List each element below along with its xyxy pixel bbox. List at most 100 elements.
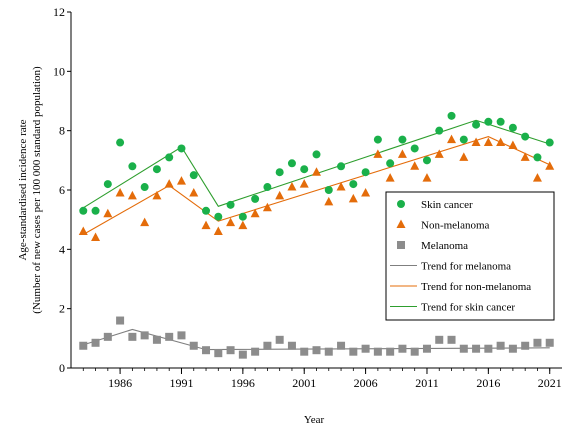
melanoma-point (214, 349, 223, 358)
skin-cancer-point (116, 138, 125, 147)
non-melanoma-point (287, 182, 297, 191)
melanoma-point (226, 346, 235, 355)
skin-cancer-point (324, 186, 333, 194)
melanoma-point (472, 344, 481, 353)
skin-cancer-point (275, 168, 284, 177)
non-melanoma-point (91, 232, 101, 241)
legend-label-trend-for-melanoma: Trend for melanoma (421, 261, 511, 273)
skin-cancer-point (140, 183, 149, 192)
non-melanoma-point (471, 137, 481, 147)
melanoma-point (79, 341, 88, 350)
non-melanoma-point (373, 149, 383, 158)
y-axis-title-line1: Age-standardised incidence rate (17, 119, 29, 260)
legend-label-melanoma: Melanoma (421, 240, 468, 252)
melanoma-point (189, 341, 198, 350)
skin-cancer-point (263, 183, 272, 192)
skin-cancer-point (202, 206, 211, 215)
non-melanoma-point (324, 196, 334, 206)
legend-label-non-melanoma: Non-melanoma (421, 220, 490, 232)
skin-cancer-point (508, 123, 517, 132)
melanoma-point (435, 335, 444, 344)
melanoma-point (202, 346, 211, 355)
non-melanoma-point (434, 149, 444, 158)
skin-cancer-point (496, 117, 505, 126)
skin-cancer-point (91, 206, 100, 215)
y-axis-title: Age-standardised incidence rate (Number … (17, 66, 43, 314)
legend-key-melanoma (397, 241, 405, 249)
non-melanoma-point (189, 187, 199, 197)
melanoma-point (349, 347, 358, 356)
trend-for-skin-cancer-line (82, 119, 550, 209)
melanoma-point (496, 341, 505, 350)
non-melanoma-point (262, 202, 272, 212)
melanoma-point (508, 344, 517, 353)
non-melanoma-point (213, 226, 223, 236)
melanoma-point (373, 347, 382, 356)
non-melanoma-point (410, 161, 420, 170)
non-melanoma-point (496, 137, 506, 147)
skin-cancer-point (472, 120, 481, 129)
non-melanoma-point (250, 208, 260, 218)
non-melanoma-point (103, 208, 113, 218)
non-melanoma-point (201, 220, 211, 230)
skin-cancer-point (312, 150, 321, 159)
skin-cancer-point (545, 138, 554, 147)
skin-cancer-point (79, 206, 88, 215)
y-tick-label: 10 (53, 64, 65, 78)
x-tick-label: 1996 (231, 376, 255, 390)
melanoma-point (422, 344, 431, 353)
axes (67, 11, 562, 374)
skin-cancer-point (386, 159, 395, 168)
melanoma-point (484, 344, 493, 353)
skin-cancer-point (337, 162, 346, 171)
melanoma-point (459, 344, 468, 353)
x-tick-label: 2011 (415, 376, 439, 390)
non-melanoma-point (447, 134, 457, 144)
non-melanoma-point (508, 140, 518, 149)
x-axis-title: Year (304, 414, 325, 426)
non-melanoma-point (275, 190, 285, 200)
skin-cancer-point (152, 165, 161, 174)
melanoma-point (545, 338, 554, 347)
melanoma-point (337, 341, 346, 350)
melanoma-point (91, 338, 100, 347)
data-points (78, 111, 555, 359)
y-tick-label: 2 (59, 302, 65, 316)
tick-labels: 0 2 4 6 8 10 12 1986 1991 1996 2001 2006 2011 2016 202… (53, 5, 562, 390)
melanoma-point (521, 341, 530, 350)
melanoma-point (386, 347, 395, 356)
non-melanoma-point (152, 190, 162, 200)
non-melanoma-point (422, 173, 432, 182)
non-melanoma-point (545, 161, 555, 170)
non-melanoma-point (312, 167, 321, 176)
skin-cancer-point (287, 159, 296, 168)
legend: Skin cancer Non-melanoma Melanoma Trend for… (385, 191, 555, 321)
non-melanoma-point (78, 226, 88, 236)
skin-cancer-point (300, 165, 309, 174)
melanoma-point (361, 344, 370, 353)
non-melanoma-point (299, 179, 309, 188)
skin-cancer-point (398, 135, 407, 144)
skin-cancer-point (251, 194, 260, 203)
non-melanoma-point (397, 149, 407, 158)
non-melanoma-point (483, 137, 493, 147)
non-melanoma-point (238, 220, 248, 230)
skin-cancer-point (447, 111, 456, 120)
melanoma-point (533, 338, 542, 347)
non-melanoma-point (140, 217, 150, 227)
melanoma-point (103, 332, 112, 341)
legend-label-trend-for-skin-cancer: Trend for skin cancer (421, 302, 515, 314)
skin-cancer-point (422, 156, 431, 165)
melanoma-point (263, 341, 272, 350)
legend-key-skin-cancer (397, 200, 405, 208)
non-melanoma-point (115, 187, 125, 197)
melanoma-point (238, 350, 247, 359)
non-melanoma-point (361, 187, 371, 197)
y-axis-title-line2: (Number of new cases per 100 000 standar… (31, 66, 43, 314)
skin-cancer-point (533, 153, 542, 162)
melanoma-point (410, 347, 419, 356)
skin-cancer-point (103, 180, 112, 189)
legend-label-trend-for-non-melanoma: Trend for non-melanoma (421, 281, 531, 293)
melanoma-point (447, 335, 456, 344)
